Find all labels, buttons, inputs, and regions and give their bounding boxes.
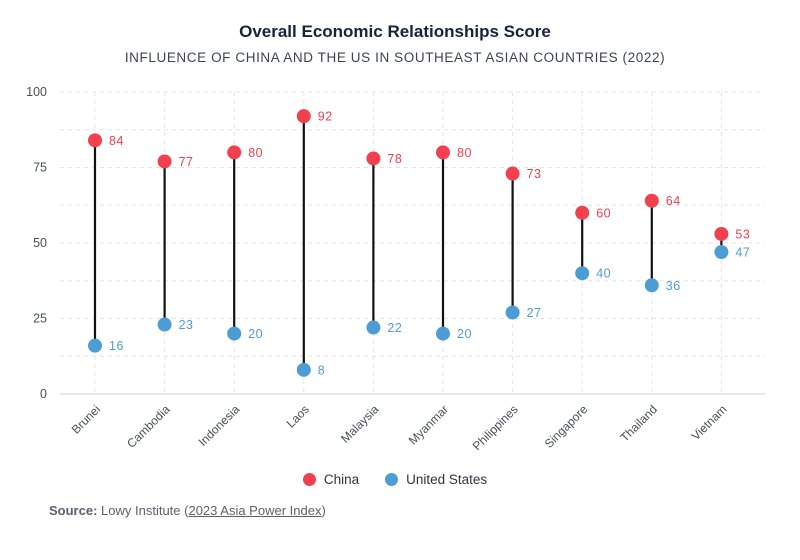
source-close: ) [321,503,326,518]
data-label-united-states: 8 [318,363,325,377]
point-china [296,109,311,124]
legend-united-states-marker [385,473,399,486]
data-label-united-states: 47 [735,246,750,260]
chart-title: Overall Economic Relationships Score [239,22,551,41]
point-united-states [157,317,172,332]
data-label-china: 92 [318,110,333,124]
point-china [157,154,172,169]
x-tick-label: Brunei [69,402,103,436]
point-united-states [366,320,381,335]
data-label-china: 53 [735,227,750,241]
y-tick-label: 100 [26,85,47,99]
data-label-united-states: 27 [527,306,542,320]
dumbbell-chart: 0 25 50 75 100 84 77 80 92 78 80 73 60 64 53 16 23 20 8 22 2… [26,85,765,453]
y-tick-label: 50 [33,236,47,250]
data-label-united-states: 36 [666,279,681,293]
chart-legend: China United States [0,472,790,487]
data-label-united-states: 20 [457,327,472,341]
legend-item-china: China [302,472,360,487]
data-label-united-states: 20 [248,327,263,341]
x-tick-label: Laos [284,402,312,430]
source-text: Lowy Institute ( [101,503,189,518]
data-label-china: 77 [179,155,194,169]
data-label-china: 64 [666,194,681,208]
point-china [575,205,590,220]
data-label-china: 80 [457,146,472,160]
x-tick-label: Vietnam [689,402,730,443]
point-united-states [436,326,450,341]
point-china [436,145,450,160]
point-united-states [296,362,311,377]
data-label-china: 84 [109,134,124,148]
point-united-states [575,266,590,281]
x-tick-label: Philippines [470,402,521,453]
point-china [88,133,102,148]
source-link[interactable]: 2023 Asia Power Index [188,503,322,518]
point-united-states [505,305,520,320]
legend-china-label: China [323,472,360,487]
data-label-china: 60 [596,206,611,220]
chart-subtitle: INFLUENCE OF CHINA AND THE US IN SOUTHEA… [124,50,666,65]
legend-china-marker [302,473,316,486]
legend-united-states-label: United States [406,472,488,487]
data-label-china: 80 [248,146,263,160]
data-label-united-states: 22 [387,321,402,335]
data-label-china: 78 [387,152,402,166]
y-tick-label: 75 [33,161,47,175]
point-united-states [227,326,242,341]
point-china [227,145,242,160]
data-label-united-states: 16 [109,339,124,353]
point-united-states [644,278,659,293]
point-china [714,226,729,241]
x-tick-label: Malaysia [338,402,382,446]
x-tick-label: Thailand [617,402,659,444]
data-label-united-states: 23 [179,318,194,332]
point-united-states [88,338,102,353]
point-china [505,166,520,181]
data-label-united-states: 40 [596,267,611,281]
source-label: Source: [49,503,98,518]
x-tick-label: Cambodia [124,402,173,451]
legend-item-united-states: United States [385,472,487,487]
x-tick-label: Singapore [542,402,591,451]
source-note: Source: Lowy Institute (2023 Asia Power … [49,503,326,518]
data-label-china: 73 [527,167,542,181]
point-united-states [714,245,729,260]
y-tick-label: 25 [33,312,47,326]
x-tick-label: Myanmar [406,402,451,447]
point-china [366,151,381,166]
point-china [644,193,659,208]
x-tick-label: Indonesia [196,402,243,449]
y-tick-label: 0 [40,387,47,401]
